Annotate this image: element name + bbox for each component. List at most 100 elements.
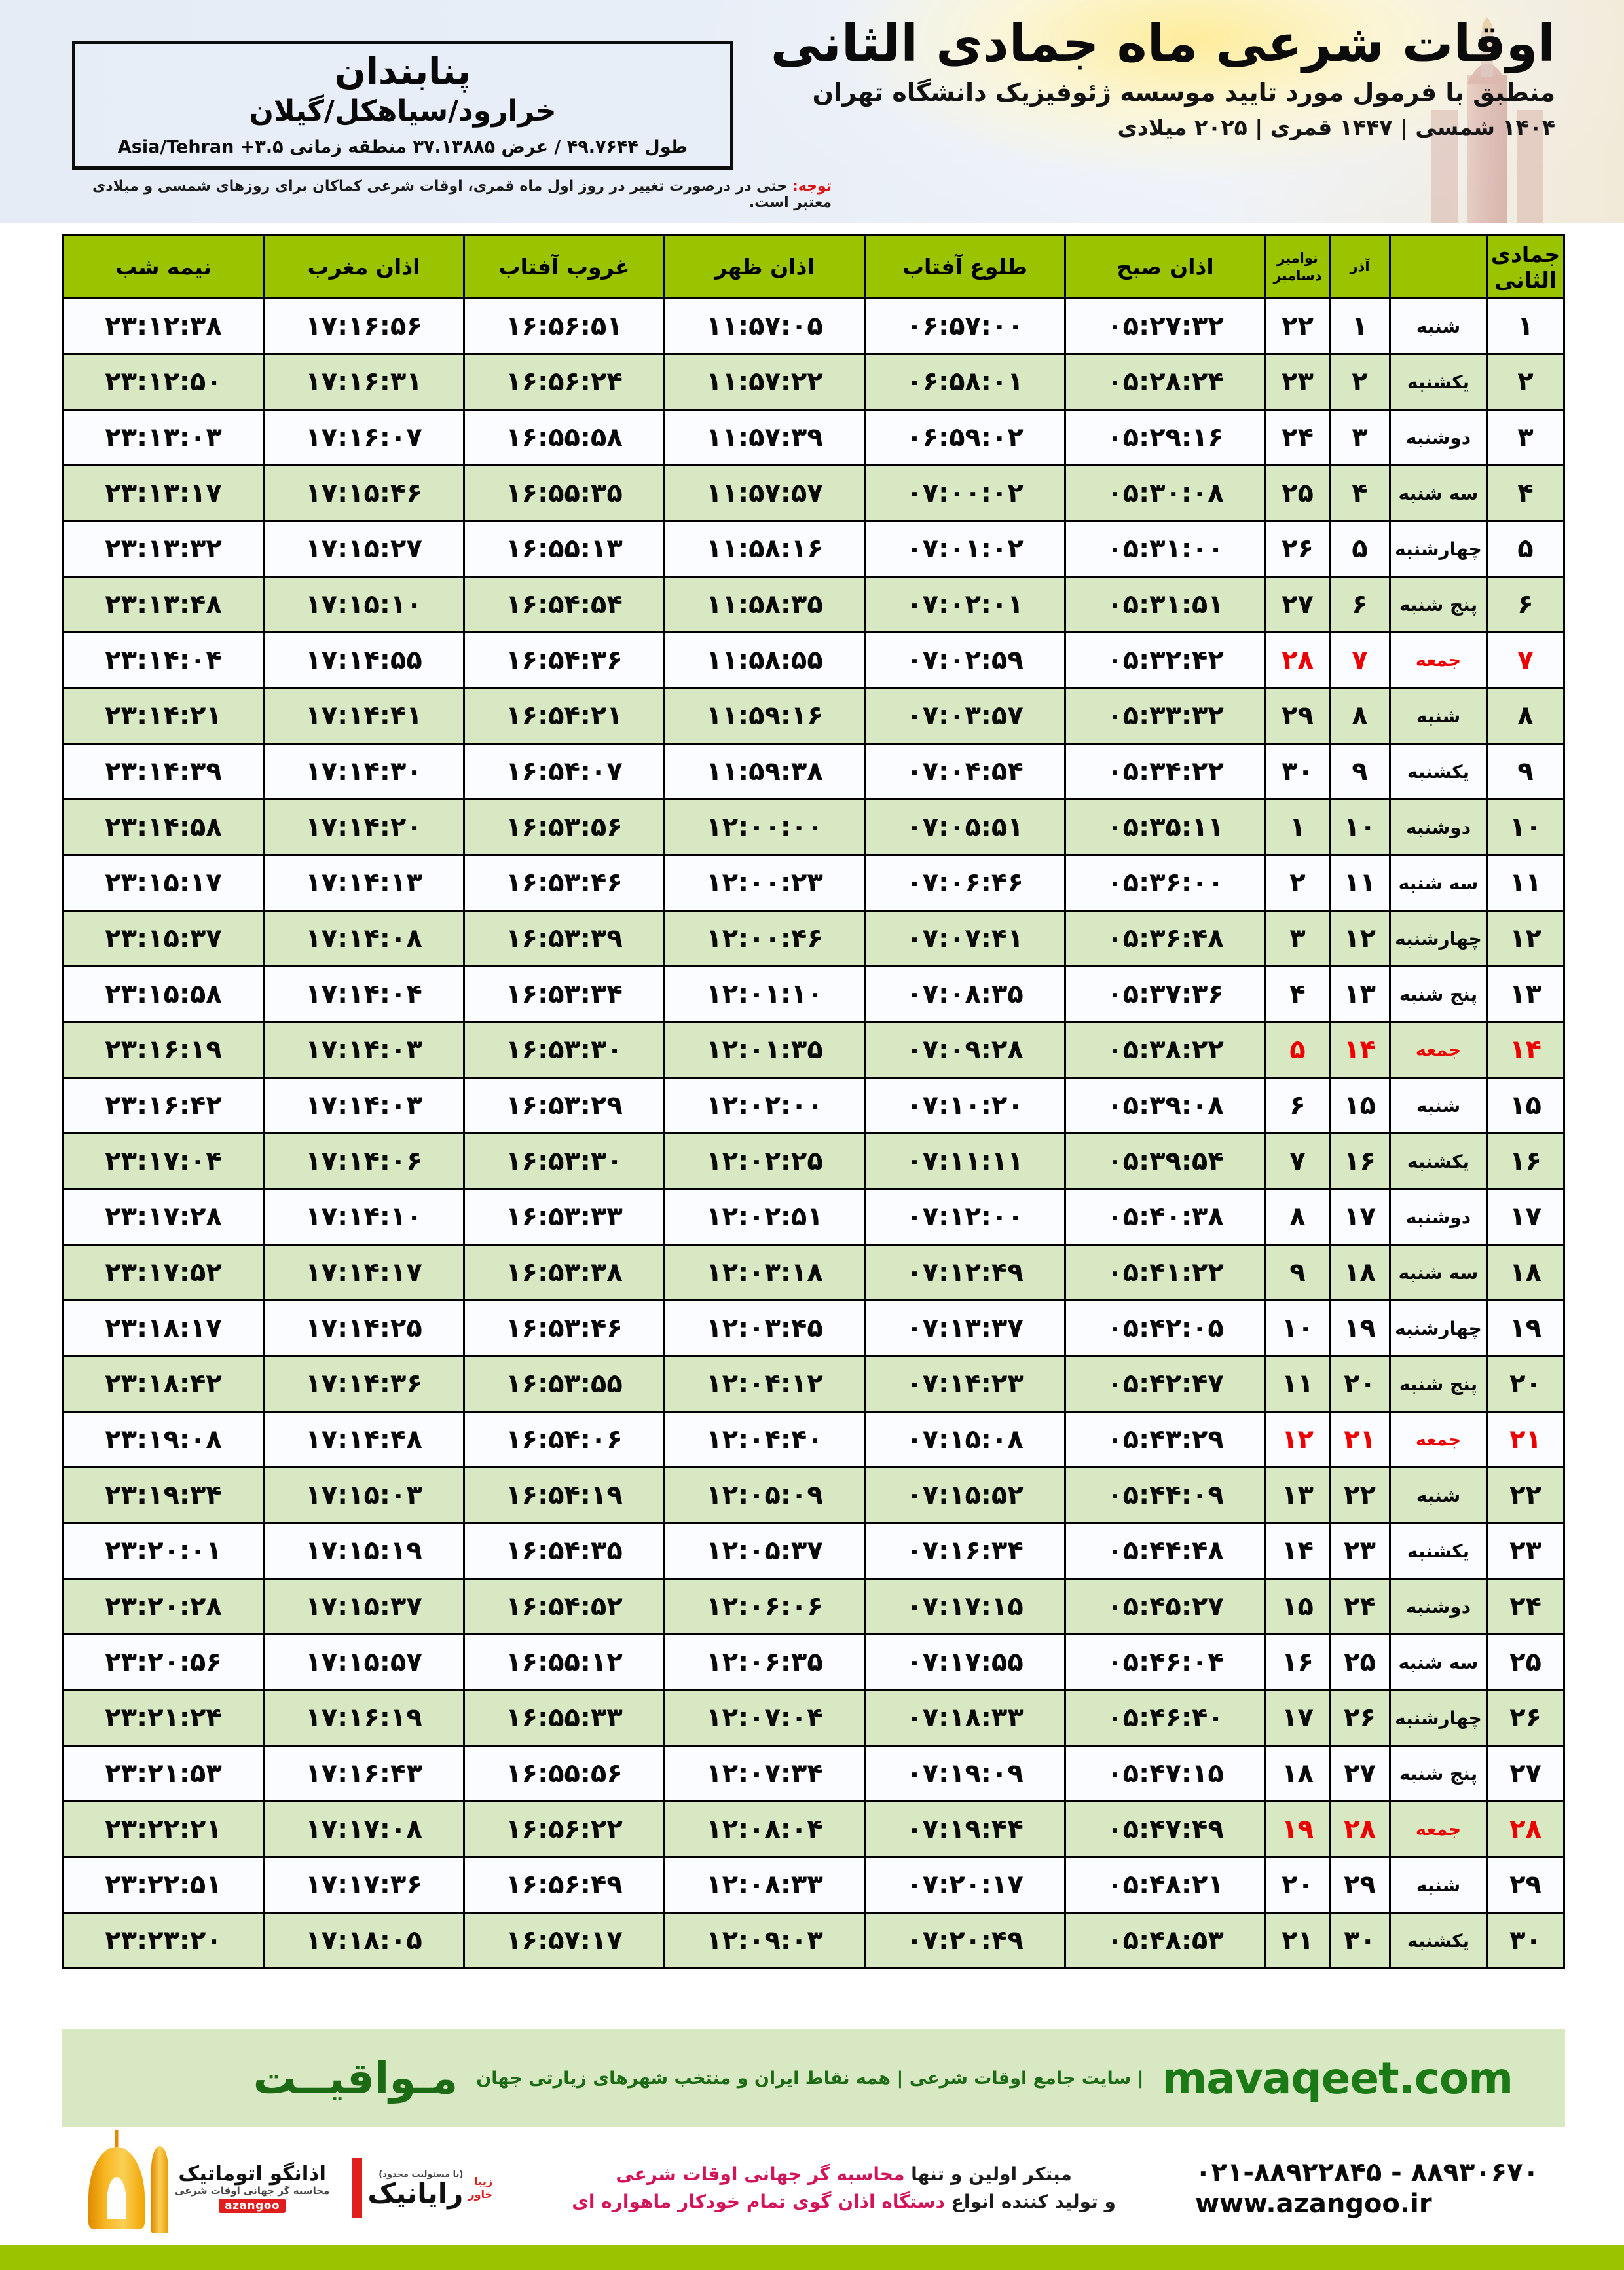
cell-maghrib: ۱۷:۱۴:۴۸ — [263, 1411, 465, 1468]
table-row: ۱۶ یکشنبه ۱۶ ۷ ۰۵:۳۹:۵۴ ۰۷:۱۱:۱۱ ۱۲:۰۲:۲۵ ۱۶:۵۳… — [62, 1132, 1565, 1190]
table-header: جمادی الثانی آذر نوامبر دسامبر اذان صبح … — [62, 234, 1565, 299]
cell-hijri-day: ۱۵ — [1486, 1077, 1565, 1134]
cell-weekday: سه شنبه — [1389, 1244, 1488, 1301]
table-row: ۱۳ پنج شنبه ۱۳ ۴ ۰۵:۳۷:۳۶ ۰۷:۰۸:۳۵ ۱۲:۰۱:۱۰ ۱۶:… — [62, 965, 1565, 1023]
table-row: ۲۳ یکشنبه ۲۳ ۱۴ ۰۵:۴۴:۴۸ ۰۷:۱۶:۳۴ ۱۲:۰۵:۳۷ ۱۶:۵… — [62, 1522, 1565, 1580]
cell-maghrib: ۱۷:۱۷:۰۸ — [263, 1800, 465, 1858]
cell-gregorian-day: ۵ — [1264, 1021, 1331, 1079]
cell-sunrise: ۰۷:۰۸:۳۵ — [864, 965, 1066, 1023]
cell-weekday: یکشنبه — [1389, 1132, 1488, 1190]
cell-dhuhr: ۱۲:۰۲:۲۵ — [663, 1132, 866, 1190]
cell-dhuhr: ۱۱:۵۷:۵۷ — [663, 464, 866, 522]
cell-gregorian-day: ۸ — [1264, 1188, 1331, 1246]
cell-gregorian-day: ۲۶ — [1264, 520, 1331, 578]
cell-maghrib: ۱۷:۱۴:۰۶ — [263, 1132, 465, 1190]
cell-azar-day: ۱۰ — [1329, 798, 1391, 856]
header-title-block: اوقات شرعی ماه جمادی الثانی منطبق با فرم… — [750, 15, 1555, 141]
cell-midnight: ۲۳:۲۱:۵۳ — [62, 1745, 265, 1802]
slogan-line2-plain: و تولید کننده انواع — [945, 2191, 1116, 2212]
table-row: ۲۶ چهارشنبه ۲۶ ۱۷ ۰۵:۴۶:۴۰ ۰۷:۱۸:۳۳ ۱۲:۰۷:۰۴ ۱۶… — [62, 1689, 1565, 1747]
cell-sunset: ۱۶:۵۵:۵۶ — [463, 1745, 665, 1802]
col-header-maghrib: اذان مغرب — [263, 234, 465, 299]
cell-hijri-day: ۱۷ — [1486, 1188, 1565, 1246]
cell-weekday: یکشنبه — [1389, 353, 1488, 411]
cell-fajr: ۰۵:۳۶:۴۸ — [1064, 910, 1266, 967]
cell-hijri-day: ۳ — [1486, 409, 1565, 466]
cell-dhuhr: ۱۲:۰۵:۳۷ — [663, 1522, 866, 1580]
brand-tagline: | سایت جامع اوقات شرعی | همه نقاط ایران … — [476, 2068, 1144, 2089]
cell-azar-day: ۲۴ — [1329, 1578, 1391, 1635]
cell-hijri-day: ۷ — [1486, 631, 1565, 689]
cell-sunrise: ۰۷:۱۹:۴۴ — [864, 1800, 1066, 1858]
table-row: ۳ دوشنبه ۳ ۲۴ ۰۵:۲۹:۱۶ ۰۶:۵۹:۰۲ ۱۱:۵۷:۳۹ ۱۶:۵۵:… — [62, 409, 1565, 466]
cell-sunrise: ۰۷:۰۷:۴۱ — [864, 910, 1066, 967]
cell-midnight: ۲۳:۱۵:۱۷ — [62, 854, 265, 912]
cell-midnight: ۲۳:۱۴:۵۸ — [62, 798, 265, 856]
cell-sunset: ۱۶:۵۷:۱۷ — [463, 1912, 665, 1969]
table-row: ۲۴ دوشنبه ۲۴ ۱۵ ۰۵:۴۵:۲۷ ۰۷:۱۷:۱۵ ۱۲:۰۶:۰۶ ۱۶:۵… — [62, 1578, 1565, 1635]
cell-dhuhr: ۱۱:۵۸:۳۵ — [663, 576, 866, 633]
cell-fajr: ۰۵:۲۷:۳۲ — [1064, 297, 1266, 355]
cell-azar-day: ۱۵ — [1329, 1077, 1391, 1134]
table-row: ۲۲ شنبه ۲۲ ۱۳ ۰۵:۴۴:۰۹ ۰۷:۱۵:۵۲ ۱۲:۰۵:۰۹ ۱۶:۵۴:… — [62, 1466, 1565, 1524]
cell-sunset: ۱۶:۵۴:۲۱ — [463, 687, 665, 745]
cell-hijri-day: ۲۰ — [1486, 1355, 1565, 1413]
cell-maghrib: ۱۷:۱۴:۰۸ — [263, 910, 465, 967]
cell-hijri-day: ۲۷ — [1486, 1745, 1565, 1802]
cell-sunrise: ۰۷:۲۰:۱۷ — [864, 1856, 1066, 1914]
table-row: ۲ یکشنبه ۲ ۲۳ ۰۵:۲۸:۲۴ ۰۶:۵۸:۰۱ ۱۱:۵۷:۲۲ ۱۶:۵۶:… — [62, 353, 1565, 411]
table-row: ۱۵ شنبه ۱۵ ۶ ۰۵:۳۹:۰۸ ۰۷:۱۰:۲۰ ۱۲:۰۲:۰۰ ۱۶:۵۳:۲… — [62, 1077, 1565, 1134]
page-banner: اوقات شرعی ماه جمادی الثانی منطبق با فرم… — [0, 0, 1624, 223]
mosque-silhouette-icon — [1431, 17, 1543, 223]
cell-fajr: ۰۵:۳۱:۰۰ — [1064, 520, 1266, 578]
slogan-line2-emphasis: دستگاه اذان گوی تمام خودکار ماهواره ای — [572, 2191, 946, 2212]
cell-fajr: ۰۵:۳۱:۵۱ — [1064, 576, 1266, 633]
table-row: ۱۱ سه شنبه ۱۱ ۲ ۰۵:۳۶:۰۰ ۰۷:۰۶:۴۶ ۱۲:۰۰:۲۳ ۱۶:۵… — [62, 854, 1565, 912]
cell-dhuhr: ۱۲:۰۶:۳۵ — [663, 1633, 866, 1691]
cell-azar-day: ۲ — [1329, 353, 1391, 411]
cell-sunset: ۱۶:۵۴:۵۲ — [463, 1578, 665, 1635]
cell-midnight: ۲۳:۲۱:۲۴ — [62, 1689, 265, 1747]
table-body: ۱ شنبه ۱ ۲۲ ۰۵:۲۷:۳۲ ۰۶:۵۷:۰۰ ۱۱:۵۷:۰۵ ۱۶:۵۶:۵۱… — [62, 297, 1565, 1969]
cell-gregorian-day: ۱۹ — [1264, 1800, 1331, 1858]
cell-maghrib: ۱۷:۱۴:۰۴ — [263, 965, 465, 1023]
brand-name-fa: مـواقیــت — [253, 2053, 458, 2104]
cell-maghrib: ۱۷:۱۵:۱۹ — [263, 1522, 465, 1580]
cell-azar-day: ۸ — [1329, 687, 1391, 745]
cell-fajr: ۰۵:۳۴:۲۲ — [1064, 743, 1266, 800]
cell-sunset: ۱۶:۵۳:۴۶ — [463, 854, 665, 912]
contact-website[interactable]: www.azangoo.ir — [1195, 2189, 1432, 2219]
cell-sunrise: ۰۷:۰۲:۵۹ — [864, 631, 1066, 689]
cell-weekday: چهارشنبه — [1389, 910, 1488, 967]
cell-azar-day: ۶ — [1329, 576, 1391, 633]
contact-phone: ۰۲۱-۸۸۹۲۲۸۴۵ - ۸۸۹۳۰۶۷۰ — [1195, 2157, 1539, 2187]
brand-domain[interactable]: mavaqeet.com — [1162, 2053, 1513, 2104]
cell-sunset: ۱۶:۵۳:۳۰ — [463, 1132, 665, 1190]
rayaneek-top-label: (با مسئولیت محدود) — [378, 2169, 464, 2180]
cell-sunrise: ۰۷:۱۵:۰۸ — [864, 1411, 1066, 1468]
cell-gregorian-day: ۱۳ — [1264, 1466, 1331, 1524]
table-row: ۱ شنبه ۱ ۲۲ ۰۵:۲۷:۳۲ ۰۶:۵۷:۰۰ ۱۱:۵۷:۰۵ ۱۶:۵۶:۵۱… — [62, 297, 1565, 355]
cell-weekday: جمعه — [1389, 1800, 1488, 1858]
table-row: ۲۵ سه شنبه ۲۵ ۱۶ ۰۵:۴۶:۰۴ ۰۷:۱۷:۵۵ ۱۲:۰۶:۳۵ ۱۶:… — [62, 1633, 1565, 1691]
location-coordinates: طول ۴۹.۷۶۴۴ / عرض ۳۷.۱۳۸۸۵ منطقه زمانی ۳… — [117, 136, 688, 157]
cell-weekday: جمعه — [1389, 631, 1488, 689]
cell-dhuhr: ۱۱:۵۷:۰۵ — [663, 297, 866, 355]
cell-weekday: دوشنبه — [1389, 1578, 1488, 1635]
cell-sunrise: ۰۷:۰۳:۵۷ — [864, 687, 1066, 745]
cell-weekday: یکشنبه — [1389, 1912, 1488, 1969]
cell-sunset: ۱۶:۵۳:۳۰ — [463, 1021, 665, 1079]
cell-hijri-day: ۵ — [1486, 520, 1565, 578]
azangoo-name-en: azangoo — [219, 2198, 286, 2213]
cell-azar-day: ۲۰ — [1329, 1355, 1391, 1413]
cell-gregorian-day: ۴ — [1264, 965, 1331, 1023]
cell-sunrise: ۰۷:۱۷:۵۵ — [864, 1633, 1066, 1691]
cell-fajr: ۰۵:۳۷:۳۶ — [1064, 965, 1266, 1023]
cell-maghrib: ۱۷:۱۴:۲۰ — [263, 798, 465, 856]
cell-sunset: ۱۶:۵۵:۳۵ — [463, 464, 665, 522]
cell-maghrib: ۱۷:۱۷:۳۶ — [263, 1856, 465, 1914]
cell-gregorian-day: ۱۷ — [1264, 1689, 1331, 1747]
cell-hijri-day: ۸ — [1486, 687, 1565, 745]
cell-hijri-day: ۲۹ — [1486, 1856, 1565, 1914]
cell-sunset: ۱۶:۵۳:۴۶ — [463, 1299, 665, 1357]
